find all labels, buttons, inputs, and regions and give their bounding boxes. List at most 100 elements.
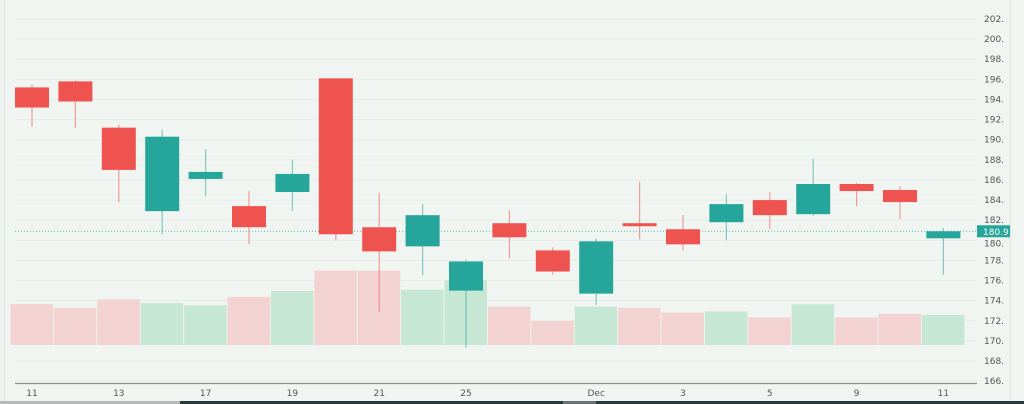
candle-body bbox=[622, 223, 657, 227]
time-tick-label: 13 bbox=[113, 389, 124, 399]
price-tick-label: 170. bbox=[984, 337, 1004, 347]
candle-body bbox=[579, 241, 614, 294]
candle-body bbox=[752, 200, 787, 216]
candle-body bbox=[666, 229, 700, 245]
candle-body bbox=[883, 190, 917, 203]
price-tick-label: 200. bbox=[984, 35, 1004, 45]
candle-body bbox=[15, 87, 49, 108]
price-tick-label: 174. bbox=[984, 297, 1004, 307]
volume-bar bbox=[921, 315, 965, 345]
candle-body bbox=[275, 173, 310, 193]
time-tick-label: 3 bbox=[680, 389, 686, 399]
time-tick-label: 11 bbox=[938, 389, 949, 399]
candle-body bbox=[492, 223, 527, 238]
price-tick-label: 194. bbox=[984, 95, 1004, 105]
volume-bar bbox=[10, 304, 53, 345]
candle-body bbox=[926, 231, 961, 239]
last-price-badge-label: 180.9 bbox=[983, 228, 1009, 238]
candle-body bbox=[188, 171, 223, 179]
candle[interactable] bbox=[188, 148, 223, 197]
volume-bar bbox=[270, 291, 314, 345]
candle-body bbox=[839, 183, 874, 192]
candle[interactable] bbox=[709, 194, 744, 241]
price-tick-label: 198. bbox=[984, 55, 1004, 65]
time-tick-label: 5 bbox=[767, 389, 773, 399]
candle-body bbox=[405, 215, 440, 247]
candle[interactable] bbox=[492, 210, 527, 259]
volume-bar bbox=[661, 312, 704, 345]
candle[interactable] bbox=[839, 182, 874, 207]
time-tick-label: 21 bbox=[373, 389, 384, 399]
price-tick-label: 202. bbox=[984, 15, 1004, 25]
price-tick-label: 168. bbox=[984, 357, 1004, 367]
price-tick-label: 172. bbox=[984, 317, 1004, 327]
time-tick-label: Dec bbox=[587, 389, 604, 399]
candle[interactable] bbox=[535, 247, 570, 275]
price-tick-label: 186. bbox=[984, 176, 1004, 186]
time-tick-label: 11 bbox=[26, 389, 37, 399]
candle[interactable] bbox=[926, 228, 961, 275]
time-axis[interactable]: 11 13 17 19 21 25 Dec 3 5 9 11 bbox=[26, 389, 949, 399]
price-tick-label: 166. bbox=[984, 377, 1004, 387]
price-tick-label: 190. bbox=[984, 136, 1004, 146]
volume-bar bbox=[704, 311, 748, 345]
candle[interactable] bbox=[752, 192, 787, 230]
candle-body bbox=[362, 227, 397, 252]
candle-body bbox=[709, 204, 744, 223]
volume-bar bbox=[878, 313, 921, 345]
candle[interactable] bbox=[145, 129, 180, 235]
last-price-badge: 180.9 bbox=[977, 225, 1010, 238]
time-tick-label: 17 bbox=[200, 389, 211, 399]
candle-body bbox=[535, 250, 570, 272]
candle[interactable] bbox=[318, 78, 353, 241]
price-tick-label: 178. bbox=[984, 256, 1004, 266]
candle[interactable] bbox=[796, 158, 831, 217]
candle[interactable] bbox=[622, 181, 657, 240]
volume-bar bbox=[791, 304, 835, 345]
candle[interactable] bbox=[666, 215, 700, 251]
time-tick-label: 9 bbox=[854, 389, 860, 399]
candle-body bbox=[449, 261, 483, 291]
candle[interactable] bbox=[58, 80, 93, 128]
volume-bars bbox=[10, 270, 965, 345]
time-tick-label: 25 bbox=[460, 389, 471, 399]
volume-bar bbox=[748, 317, 791, 345]
candle-body bbox=[232, 206, 266, 228]
candle[interactable] bbox=[883, 185, 917, 220]
last-price-badge-bg bbox=[977, 225, 1010, 238]
candle[interactable] bbox=[579, 238, 614, 305]
candle[interactable] bbox=[449, 259, 483, 348]
price-tick-label: 196. bbox=[984, 75, 1004, 85]
price-tick-label: 176. bbox=[984, 277, 1004, 287]
volume-bar bbox=[574, 306, 618, 345]
price-tick-label: 192. bbox=[984, 116, 1004, 126]
volume-bar bbox=[140, 303, 184, 345]
candle-body bbox=[145, 136, 180, 212]
price-tick-label: 182. bbox=[984, 216, 1004, 226]
volume-bar bbox=[97, 299, 140, 345]
volume-bar bbox=[618, 307, 661, 345]
candle-body bbox=[58, 81, 93, 102]
candle[interactable] bbox=[15, 84, 49, 127]
volume-bar bbox=[401, 289, 444, 345]
candle-body bbox=[318, 78, 353, 235]
price-tick-label: 180. bbox=[984, 239, 1004, 249]
horizontal-scrollbar[interactable] bbox=[0, 401, 1024, 404]
time-tick-label: 19 bbox=[287, 389, 299, 399]
candle[interactable] bbox=[405, 204, 440, 276]
volume-bar bbox=[184, 305, 227, 345]
candle[interactable] bbox=[362, 193, 397, 312]
candle-body bbox=[101, 127, 136, 170]
candle[interactable] bbox=[101, 124, 136, 203]
volume-bar bbox=[53, 307, 97, 345]
price-axis[interactable]: 202. 200. 198. 196. 194. 192. 190. 188. 186. 184.… bbox=[984, 15, 1004, 387]
volume-bar bbox=[531, 321, 574, 345]
scrollbar-track-left bbox=[0, 401, 180, 404]
candle[interactable] bbox=[232, 191, 266, 245]
price-tick-label: 188. bbox=[984, 156, 1004, 166]
volume-bar bbox=[835, 317, 878, 345]
candle[interactable] bbox=[275, 159, 310, 212]
candle-body bbox=[796, 183, 831, 215]
scrollbar-segment bbox=[563, 401, 596, 404]
